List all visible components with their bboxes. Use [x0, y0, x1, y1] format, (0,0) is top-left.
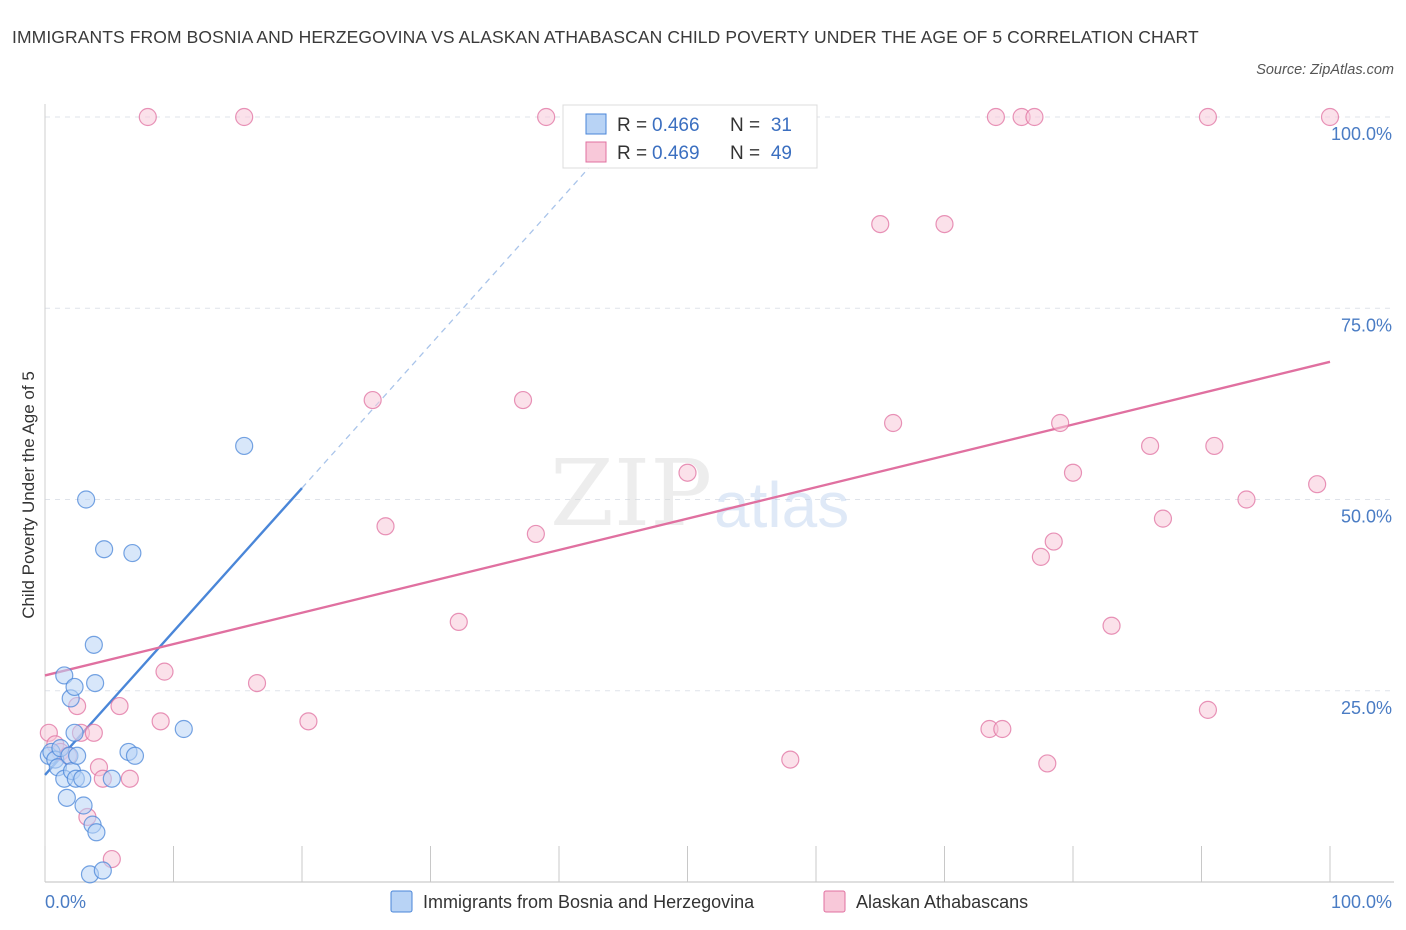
data-point	[986, 107, 1006, 127]
watermark-zip: ZIP	[550, 440, 712, 547]
data-point	[77, 490, 96, 509]
data-point	[84, 635, 103, 654]
stats-legend-swatch	[585, 141, 607, 163]
stats-legend-swatch	[585, 113, 607, 135]
stats-r-label: R =	[617, 115, 647, 136]
data-point	[235, 436, 254, 456]
tick-labels: 25.0% 50.0% 75.0% 100.0% 0.0% 100.0%	[45, 124, 1392, 912]
data-point	[247, 673, 267, 693]
data-points	[39, 107, 1340, 884]
data-point	[1031, 547, 1050, 566]
bottom-legend: Immigrants from Bosnia and Herzegovina Al…	[390, 890, 1028, 913]
data-point	[1044, 532, 1063, 551]
data-point	[678, 463, 697, 482]
data-point	[84, 723, 103, 742]
x-tick-label: 100.0%	[1331, 892, 1392, 912]
data-point	[102, 769, 121, 788]
data-point	[1237, 490, 1256, 509]
data-point	[68, 746, 87, 765]
data-point	[935, 215, 954, 234]
source-credit: Source: ZipAtlas.com	[1256, 62, 1394, 78]
data-point	[95, 540, 114, 559]
stats-legend: R = 0.466 N = 31 R = 0.469 N = 49	[562, 104, 818, 169]
gridlines	[45, 116, 1394, 692]
data-point	[537, 107, 556, 127]
data-point	[138, 107, 157, 127]
data-point	[1063, 463, 1083, 482]
data-point	[513, 390, 533, 410]
axes	[44, 104, 1394, 883]
trend-line-extension	[301, 157, 599, 489]
data-point	[376, 517, 395, 536]
data-point	[1205, 436, 1224, 456]
data-point	[299, 712, 318, 731]
data-point	[73, 769, 92, 788]
legend-swatch	[390, 890, 413, 913]
data-point	[57, 788, 76, 807]
data-point	[86, 673, 105, 693]
data-point	[1198, 700, 1218, 719]
data-point	[1320, 107, 1340, 127]
data-point	[1140, 436, 1160, 456]
data-point	[1198, 107, 1218, 127]
data-point	[87, 823, 106, 842]
stats-n-value: 49	[771, 143, 792, 164]
data-point	[120, 769, 139, 788]
data-point	[871, 215, 890, 234]
chart-title: IMMIGRANTS FROM BOSNIA AND HERZEGOVINA V…	[12, 27, 1199, 47]
stats-n-value: 31	[771, 115, 792, 136]
data-point	[526, 524, 545, 544]
data-point	[235, 107, 254, 127]
data-point	[883, 413, 903, 433]
data-point	[55, 666, 74, 685]
data-point	[151, 712, 170, 731]
data-point	[65, 677, 84, 697]
y-axis-title: Child Poverty Under the Age of 5	[19, 371, 38, 619]
data-point	[1102, 616, 1121, 635]
legend-swatch	[823, 890, 846, 913]
x-tick-label: 0.0%	[45, 892, 86, 912]
data-point	[1025, 107, 1044, 127]
stats-r-value: 0.466	[652, 115, 700, 136]
data-point	[993, 719, 1012, 739]
data-point	[93, 861, 112, 880]
data-point	[125, 746, 145, 765]
watermark: ZIP atlas	[550, 440, 849, 547]
data-point	[174, 719, 193, 739]
data-point	[1308, 475, 1327, 494]
stats-r-label: R =	[617, 143, 647, 164]
data-point	[1051, 413, 1070, 433]
data-point	[65, 723, 84, 742]
legend-label: Alaskan Athabascans	[856, 892, 1028, 912]
data-point	[781, 750, 800, 769]
legend-label: Immigrants from Bosnia and Herzegovina	[423, 892, 755, 912]
y-tick-label: 50.0%	[1341, 507, 1392, 527]
data-point	[155, 662, 174, 681]
y-tick-label: 100.0%	[1331, 124, 1392, 144]
watermark-atlas: atlas	[714, 469, 849, 541]
trend-line	[44, 360, 1331, 677]
data-point	[110, 696, 129, 716]
data-point	[74, 796, 93, 815]
data-point	[1038, 754, 1057, 773]
y-tick-label: 25.0%	[1341, 698, 1392, 718]
data-point	[1153, 509, 1173, 528]
y-tick-label: 75.0%	[1341, 315, 1392, 335]
stats-n-label: N =	[730, 143, 760, 164]
data-point	[123, 543, 142, 563]
stats-r-value: 0.469	[652, 143, 700, 164]
data-point	[363, 390, 382, 410]
data-point	[449, 612, 468, 632]
stats-n-label: N =	[730, 115, 760, 136]
